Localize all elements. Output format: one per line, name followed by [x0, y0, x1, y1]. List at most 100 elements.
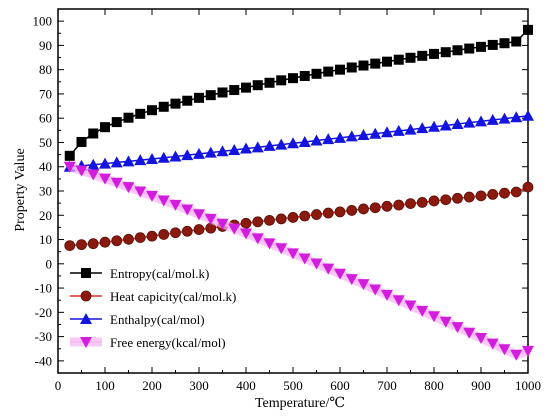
data-point	[228, 223, 241, 235]
data-point	[416, 122, 429, 134]
data-point	[464, 43, 475, 54]
data-point	[405, 198, 416, 210]
data-point	[76, 136, 87, 147]
data-point	[147, 105, 157, 116]
data-point	[428, 195, 440, 207]
data-point	[463, 116, 476, 128]
data-point	[123, 112, 134, 123]
data-point	[334, 131, 346, 143]
data-point	[158, 229, 170, 240]
y-tick-label: -10	[35, 281, 52, 296]
data-point	[475, 115, 487, 127]
data-point	[240, 228, 252, 240]
data-point	[99, 157, 111, 169]
legend-label: Enthalpy(cal/mol)	[110, 312, 205, 327]
data-point	[452, 192, 463, 204]
data-point	[204, 213, 217, 225]
data-point	[334, 206, 346, 218]
data-point	[428, 120, 440, 132]
x-tick-label: 500	[283, 378, 303, 393]
data-point	[87, 169, 100, 181]
data-point	[75, 165, 88, 177]
data-point	[64, 240, 76, 252]
data-point	[298, 135, 311, 147]
data-point	[487, 188, 499, 200]
data-point	[393, 54, 404, 65]
data-point	[311, 68, 322, 79]
data-point	[498, 344, 511, 356]
data-point	[194, 92, 204, 103]
data-point	[381, 289, 393, 301]
data-point	[63, 161, 76, 173]
data-point	[216, 218, 229, 230]
data-point	[510, 111, 523, 123]
data-point	[417, 50, 428, 61]
series-line	[69, 165, 529, 356]
data-point	[475, 333, 487, 345]
data-point	[299, 70, 310, 81]
data-point	[217, 87, 228, 98]
data-point	[111, 235, 123, 247]
legend-marker	[81, 268, 91, 278]
data-point	[381, 200, 393, 212]
data-point	[123, 233, 134, 245]
y-tick-label: 100	[33, 14, 53, 29]
y-tick-label: 10	[39, 232, 52, 247]
data-point	[181, 225, 193, 237]
data-point	[404, 300, 417, 312]
data-point	[416, 197, 428, 208]
x-tick-label: 300	[189, 378, 209, 393]
data-point	[487, 39, 498, 50]
x-tick-label: 100	[95, 378, 115, 393]
data-point	[146, 230, 158, 242]
data-point	[193, 224, 205, 235]
x-tick-label: 400	[236, 378, 256, 393]
series-line	[69, 186, 529, 247]
data-point	[110, 156, 123, 168]
data-point	[463, 327, 476, 339]
data-point	[264, 214, 275, 226]
data-point	[170, 227, 181, 239]
legend-label: Free energy(kcal/mol)	[110, 335, 226, 350]
legend-label: Heat capicity(cal/mol.k)	[110, 289, 236, 304]
y-tick-label: 60	[39, 111, 52, 126]
data-point	[99, 173, 111, 185]
y-tick-label: 50	[39, 135, 52, 150]
data-point	[369, 284, 382, 296]
data-point	[157, 195, 170, 207]
data-point	[182, 95, 193, 106]
data-point	[110, 177, 123, 189]
data-point	[358, 203, 369, 215]
data-point	[382, 56, 392, 67]
data-point	[357, 279, 370, 291]
data-point	[381, 126, 393, 138]
data-point	[111, 117, 122, 128]
data-point	[134, 232, 146, 243]
series-line	[69, 29, 529, 157]
data-point	[345, 274, 358, 286]
data-point	[522, 109, 534, 121]
data-point	[451, 118, 464, 130]
y-tick-label: -40	[35, 353, 52, 368]
data-point	[392, 124, 405, 136]
data-point	[439, 119, 452, 131]
data-point	[276, 75, 287, 86]
data-point	[511, 36, 522, 47]
data-point	[357, 128, 370, 140]
data-point	[229, 85, 240, 96]
data-point	[263, 139, 276, 151]
data-point	[134, 186, 147, 198]
data-point	[439, 316, 452, 328]
data-point	[311, 209, 322, 220]
data-point	[475, 190, 487, 202]
data-point	[369, 202, 381, 214]
y-tick-label: 20	[39, 208, 52, 223]
data-point	[323, 66, 334, 77]
data-point	[298, 253, 311, 265]
data-point	[181, 149, 194, 161]
data-point	[404, 123, 417, 135]
data-point	[486, 338, 499, 350]
data-point	[428, 311, 440, 323]
y-axis-title: Property Value	[13, 148, 28, 231]
